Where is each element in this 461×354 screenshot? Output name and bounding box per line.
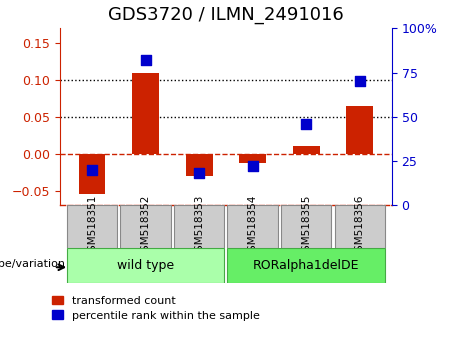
FancyBboxPatch shape (227, 205, 278, 248)
Text: genotype/variation: genotype/variation (0, 259, 65, 269)
Point (302, 121, 310, 127)
Bar (239, 154, 266, 162)
Text: RORalpha1delDE: RORalpha1delDE (253, 259, 360, 272)
Bar (346, 106, 373, 154)
Bar (79, 154, 106, 194)
Text: GSM518353: GSM518353 (194, 195, 204, 258)
Bar (132, 73, 159, 154)
FancyBboxPatch shape (67, 248, 225, 283)
Text: GSM518354: GSM518354 (248, 195, 258, 258)
FancyBboxPatch shape (227, 248, 385, 283)
Text: GSM518352: GSM518352 (141, 195, 151, 258)
Text: wild type: wild type (117, 259, 174, 272)
Point (89, 167, 96, 173)
Legend: transformed count, percentile rank within the sample: transformed count, percentile rank withi… (52, 296, 260, 320)
Text: GSM518351: GSM518351 (87, 195, 97, 258)
Title: GDS3720 / ILMN_2491016: GDS3720 / ILMN_2491016 (108, 6, 344, 24)
FancyBboxPatch shape (120, 205, 171, 248)
FancyBboxPatch shape (281, 205, 331, 248)
Text: GSM518355: GSM518355 (301, 195, 311, 258)
FancyBboxPatch shape (174, 205, 225, 248)
Point (249, 164, 256, 169)
Text: GSM518356: GSM518356 (355, 195, 365, 258)
Point (195, 171, 203, 176)
Bar (293, 146, 319, 154)
Bar (186, 154, 213, 176)
FancyBboxPatch shape (67, 205, 117, 248)
Point (142, 57, 149, 63)
Point (356, 79, 363, 84)
FancyBboxPatch shape (335, 205, 385, 248)
